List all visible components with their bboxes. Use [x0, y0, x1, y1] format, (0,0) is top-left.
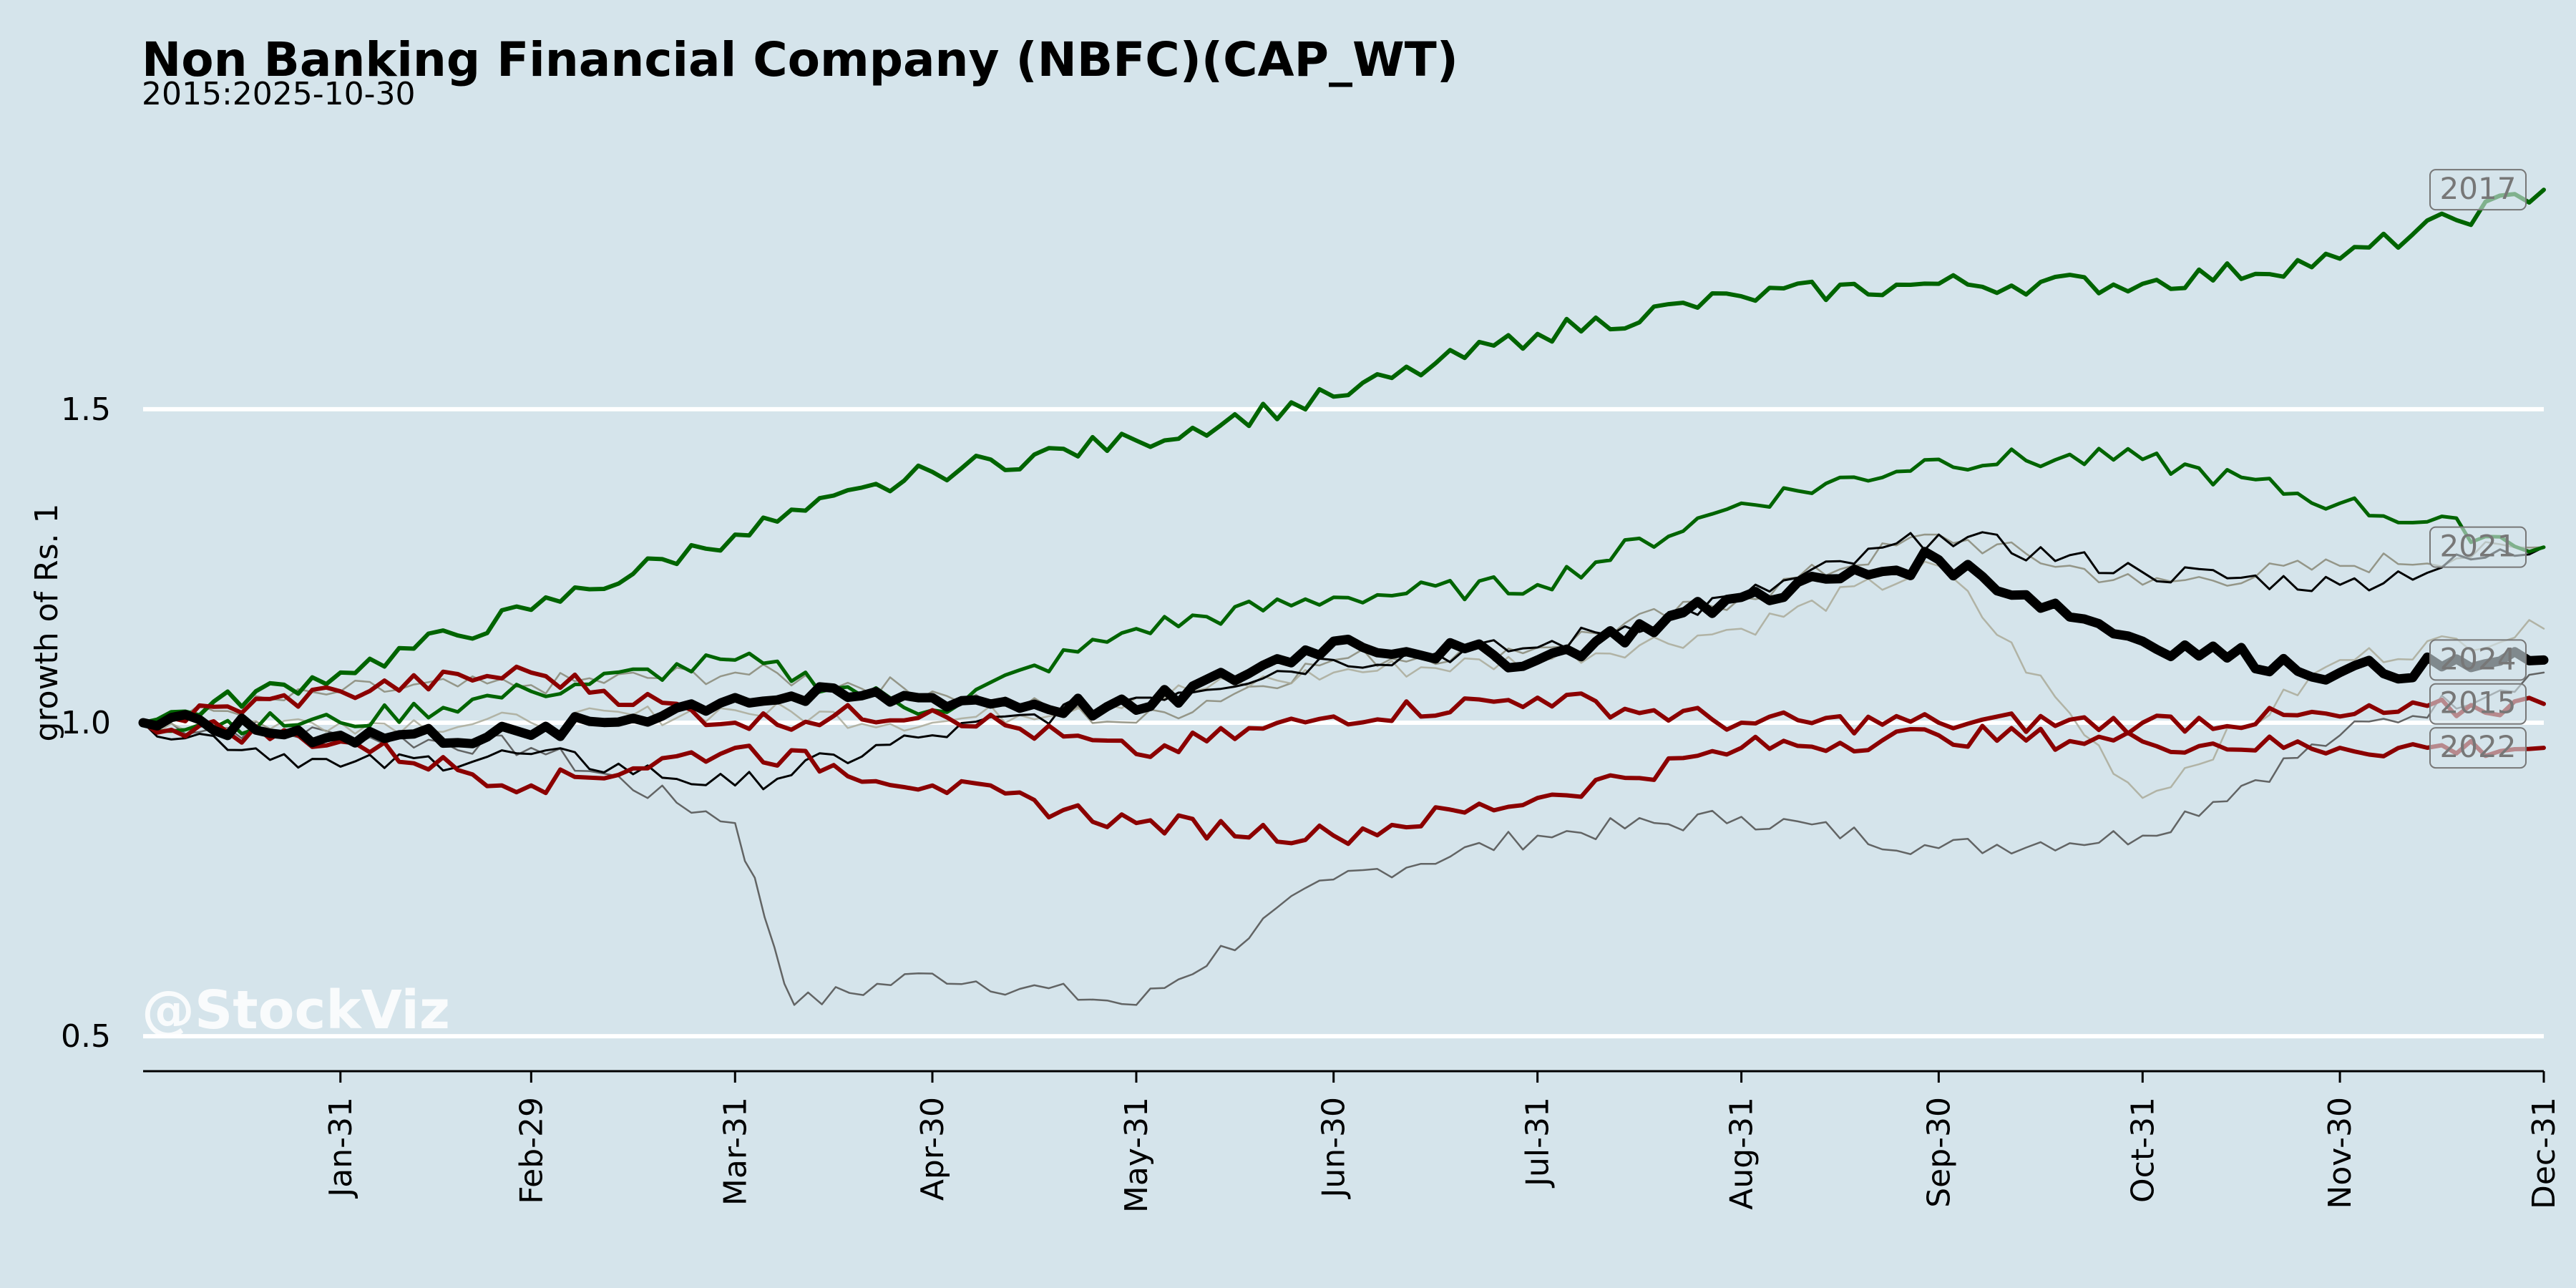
year-label-2024: 2024: [2429, 639, 2527, 681]
year-label-2017: 2017: [2429, 169, 2527, 211]
x-tick-label-11: Dec-31: [2526, 1097, 2562, 1209]
year-label-box: [2429, 639, 2527, 681]
year-label-text: 2021: [2440, 529, 2517, 564]
x-tick-label-7: Aug-31: [1724, 1097, 1760, 1210]
year-label-text: 2024: [2440, 641, 2517, 676]
watermark: @StockViz: [142, 980, 450, 1041]
year-labels: 2017 2021 2024 2015 2022: [2429, 169, 2527, 769]
x-tick-label-1: Feb-29: [513, 1097, 550, 1204]
x-tick-label-3: Apr-30: [914, 1097, 951, 1201]
series-line-2017: [141, 187, 2546, 725]
year-label-box: [2429, 683, 2527, 725]
year-label-text: 2015: [2440, 686, 2517, 721]
y-tick-label-2: 1.5: [61, 391, 111, 428]
series-line-line-7: [142, 533, 2545, 724]
year-label-text: 2017: [2440, 171, 2517, 206]
year-label-2022: 2022: [2429, 727, 2527, 769]
x-tick-label-10: Nov-30: [2322, 1097, 2358, 1209]
y-tick-label-0: 0.5: [61, 1018, 111, 1055]
y-tick-label-1: 1.0: [61, 705, 111, 741]
series-line-2015: [141, 664, 2546, 759]
year-label-box: [2429, 169, 2527, 211]
year-label-box: [2429, 727, 2527, 769]
x-axis: Jan-31 Feb-29 Mar-31 Apr-30 May-31 Jun-30 Jul-…: [143, 1070, 2562, 1213]
series-line-2024: [138, 547, 2549, 748]
x-tick-label-0: Jan-31: [323, 1097, 359, 1199]
year-label-box: [2429, 526, 2527, 568]
year-label-2015: 2015: [2429, 683, 2527, 725]
chart-subtitle: 2015:2025-10-30: [142, 76, 416, 112]
x-tick-label-8: Sep-30: [1921, 1097, 1957, 1208]
year-label-2021: 2021: [2429, 526, 2527, 568]
series-line-line-6: [142, 671, 2545, 1006]
x-tick-label-5: Jun-30: [1316, 1097, 1352, 1200]
series-line-2021: [141, 447, 2546, 736]
y-axis: 0.5 1.0 1.5: [61, 391, 111, 1055]
x-tick-label-9: Oct-31: [2124, 1097, 2161, 1203]
series-line-line-5: [142, 531, 2545, 791]
chart-title: Non Banking Financial Company (NBFC)(CAP…: [142, 32, 1458, 87]
x-tick-label-4: May-31: [1118, 1097, 1155, 1213]
year-label-text: 2022: [2440, 729, 2517, 764]
x-tick-label-2: Mar-31: [717, 1097, 753, 1206]
series-layer: [138, 187, 2549, 1006]
series-line-2022: [141, 719, 2546, 847]
x-tick-label-6: Jul-31: [1520, 1097, 1556, 1189]
y-axis-label: growth of Rs. 1: [29, 504, 65, 742]
